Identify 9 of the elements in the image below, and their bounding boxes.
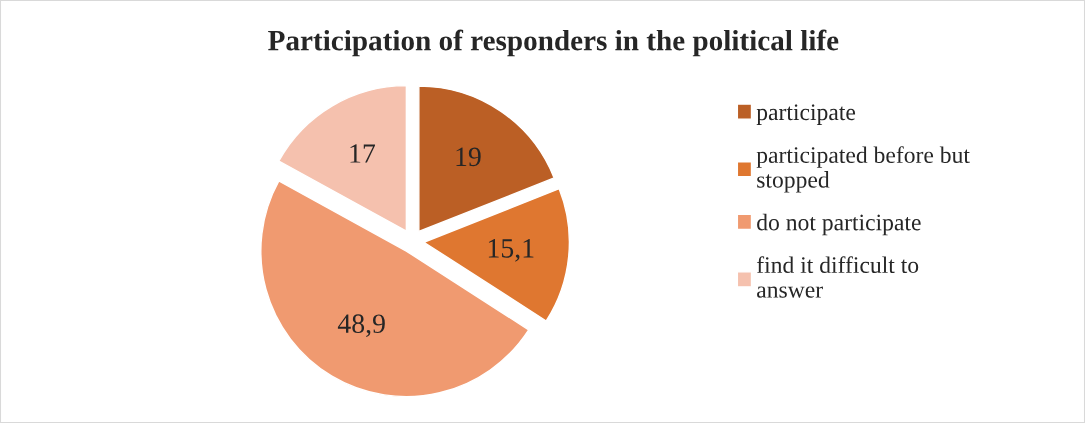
legend-label: participated before but stopped xyxy=(756,146,970,193)
legend-label: participate xyxy=(756,104,856,125)
data-label: 19 xyxy=(456,147,481,167)
legend-label: do not participate xyxy=(757,213,921,236)
chart-title: Participation of responders in the political life xyxy=(268,29,839,57)
data-label: 48,9 xyxy=(337,314,385,338)
legend-label: find it difficult to answer xyxy=(756,256,919,298)
data-label: 15,1 xyxy=(488,239,534,262)
data-label: 17 xyxy=(350,144,376,163)
